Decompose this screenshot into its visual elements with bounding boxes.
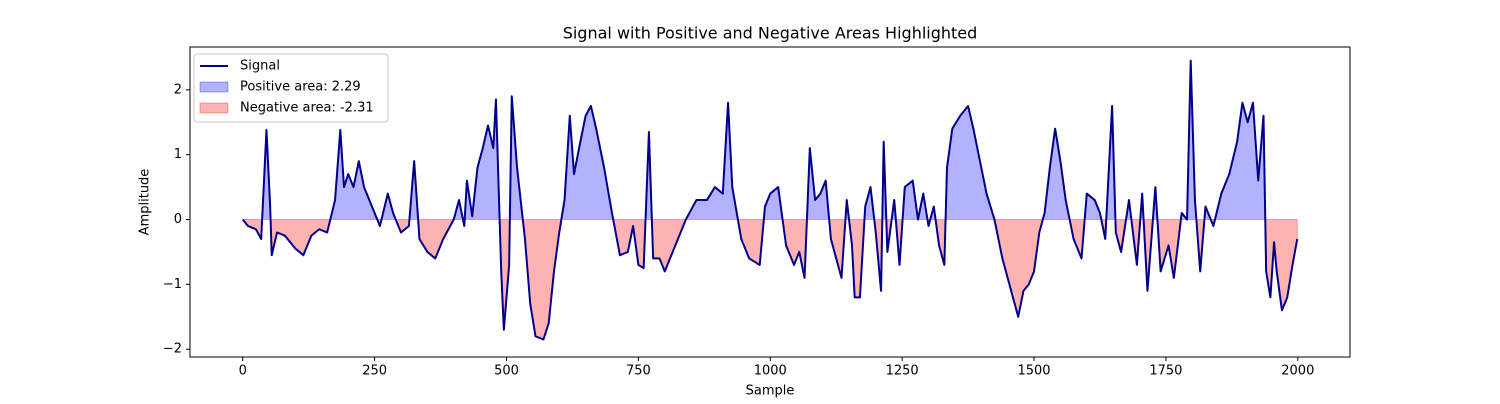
legend-box [193,53,389,123]
y-tick-label: 2 [174,82,182,97]
chart-title: Signal with Positive and Negative Areas … [563,24,978,43]
x-tick-label: 1250 [886,364,919,379]
plot-frame [189,46,1351,358]
legend-label: Negative area: -2.31 [240,101,374,116]
legend-label: Positive area: 2.29 [240,80,361,95]
x-tick-label: 2000 [1281,364,1314,379]
x-tick-label: 1000 [754,364,787,379]
x-tick-label: 0 [239,364,247,379]
y-axis-label: Amplitude [138,169,153,236]
legend-handle [199,81,229,93]
x-tick-label: 1500 [1017,364,1050,379]
y-tick-label: 1 [174,147,182,162]
area-fill [242,60,1298,220]
signal-line [241,59,1299,341]
x-tick-label: 500 [494,364,519,379]
x-tick-label: 250 [362,364,387,379]
x-axis-label: Sample [746,384,795,399]
x-tick-label: 750 [626,364,651,379]
legend-handle [199,102,229,114]
x-tick-label: 1750 [1149,364,1182,379]
y-tick-label: 0 [174,212,182,227]
y-tick-label: −2 [163,342,182,357]
legend-label: Signal [240,59,280,74]
y-tick-label: −1 [163,277,182,292]
